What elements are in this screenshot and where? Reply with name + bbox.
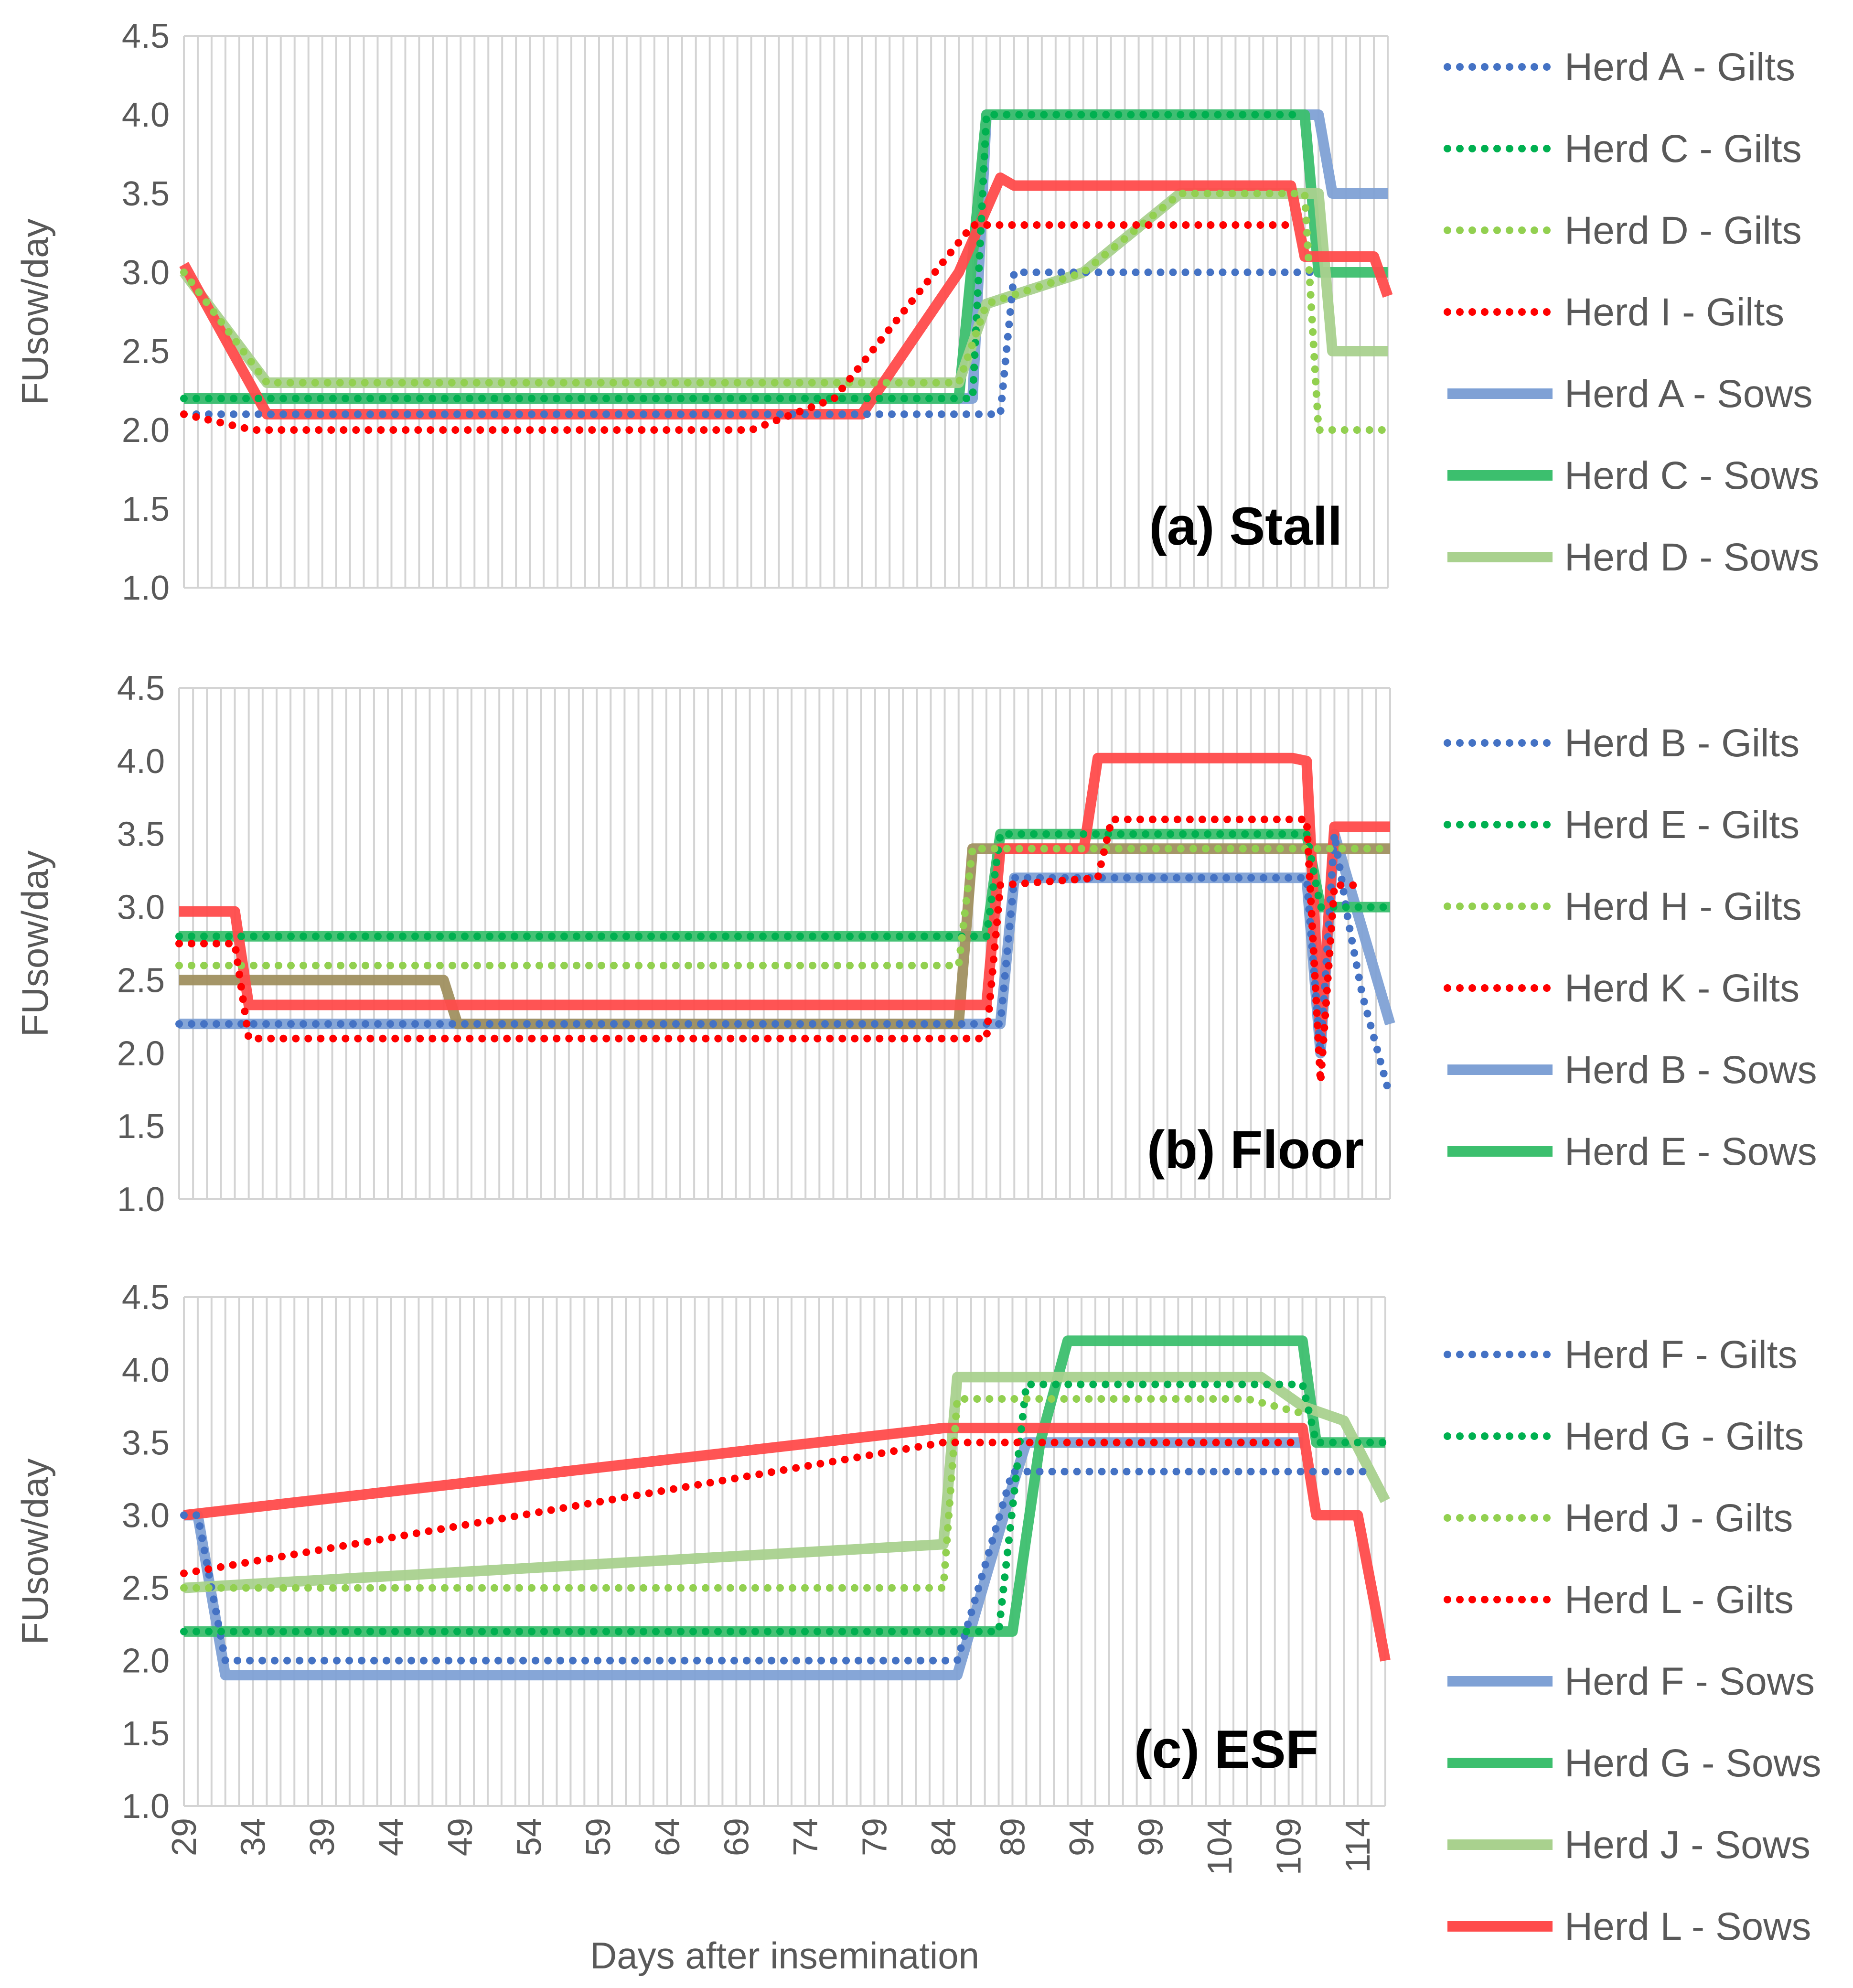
legend-label: Herd K - Gilts — [1564, 967, 1799, 1010]
legend-label: Herd B - Gilts — [1564, 721, 1799, 765]
legend: Herd B - Gilts Herd E - Gilts Herd H - Gil… — [1444, 721, 1817, 1173]
y-tick-label: 3.5 — [117, 816, 165, 854]
y-tick-label: 1.5 — [122, 1715, 170, 1753]
y-tick-label: 4.5 — [122, 1279, 170, 1317]
panel-label: (b) Floor — [1147, 1120, 1364, 1180]
y-tick-label: 3.0 — [117, 889, 165, 927]
legend-label: Herd F - Gilts — [1564, 1333, 1797, 1376]
x-tick-label: 114 — [1339, 1818, 1377, 1873]
y-tick-label: 4.0 — [117, 742, 165, 781]
y-tick-label: 3.5 — [122, 175, 170, 213]
gridlines — [183, 35, 1389, 589]
legend-label: Herd D - Sows — [1564, 536, 1819, 579]
y-tick-label: 2.5 — [117, 961, 165, 999]
y-axis-title: FUsow/day — [14, 218, 56, 405]
x-tick-label: 89 — [994, 1818, 1032, 1856]
x-tick-label: 109 — [1270, 1818, 1308, 1875]
series-line-herd-g-sows — [184, 1335, 1385, 1637]
y-tick-label: 4.5 — [122, 17, 170, 55]
panel-b-floor: 1.0 1.5 2.0 2.5 3.0 3.5 4.0 4.5 FUsow/day (b) Flo… — [14, 669, 1817, 1219]
x-axis-title: Days after insemination — [590, 1934, 979, 1977]
series-line-herd-f-gilts — [180, 1468, 1376, 1665]
legend: Herd A - Gilts Herd C - Gilts Herd D - Gil… — [1444, 45, 1819, 579]
series-line-herd-a-gilts — [180, 269, 1323, 418]
y-tick-label: 2.0 — [122, 1642, 170, 1680]
panel-label: (a) Stall — [1149, 496, 1342, 556]
y-tick-label: 1.0 — [117, 1181, 165, 1219]
y-tick-label: 2.0 — [117, 1034, 165, 1073]
y-tick-label: 4.0 — [122, 1351, 170, 1389]
x-tick-label: 94 — [1063, 1818, 1101, 1856]
x-tick-label: 34 — [235, 1818, 273, 1856]
gridlines — [178, 687, 1391, 1200]
series-line-herd-i-gilts — [180, 221, 1295, 434]
legend-label: Herd G - Sows — [1564, 1741, 1821, 1785]
x-tick-label: 39 — [303, 1818, 342, 1856]
y-tick-label: 3.0 — [122, 254, 170, 292]
y-tick-label: 2.5 — [122, 333, 170, 371]
series-line-herd-k-gilts — [175, 816, 1366, 1086]
chart-panels: 1.0 1.5 2.0 2.5 3.0 3.5 4.0 4.5 FUsow/day (a) Sta… — [14, 17, 1821, 1948]
legend-label: Herd G - Gilts — [1564, 1415, 1804, 1458]
series-line-herd-c-gilts — [180, 111, 1309, 402]
panel-label: (c) ESF — [1134, 1719, 1318, 1779]
series-line-herd-h-gilts — [175, 845, 1394, 969]
series-line-herd-b-gilts — [175, 830, 1394, 1101]
y-tick-label: 3.5 — [122, 1424, 170, 1462]
legend-label: Herd C - Gilts — [1564, 127, 1802, 171]
x-tick-label: 84 — [925, 1818, 963, 1856]
panel-c-esf: 1.0 1.5 2.0 2.5 3.0 3.5 4.0 4.5 FUsow/day 29 34 39 4… — [14, 1279, 1821, 1948]
series-line-herd-j-sows — [183, 1372, 1390, 1593]
panel-a-stall: 1.0 1.5 2.0 2.5 3.0 3.5 4.0 4.5 FUsow/day (a) Sta… — [14, 17, 1819, 607]
series-line-herd-g-gilts — [180, 1380, 1389, 1635]
y-tick-label: 1.5 — [117, 1107, 165, 1146]
x-tick-label: 79 — [856, 1818, 894, 1856]
legend-label: Herd E - Sows — [1564, 1130, 1817, 1173]
legend-label: Herd A - Sows — [1564, 372, 1813, 416]
y-tick-label: 3.0 — [122, 1496, 170, 1535]
x-tick-label: 74 — [787, 1818, 825, 1856]
y-tick-label: 1.5 — [122, 490, 170, 528]
x-tick-label: 44 — [373, 1818, 411, 1856]
series-line-herd-j-gilts — [180, 1395, 1307, 1592]
y-tick-label: 4.5 — [117, 669, 165, 708]
series-line-herd-d-gilts — [180, 190, 1392, 434]
legend-label: Herd B - Sows — [1564, 1048, 1817, 1092]
legend-label: Herd J - Sows — [1564, 1823, 1810, 1867]
y-tick-label: 4.0 — [122, 96, 170, 134]
y-tick-label: 2.5 — [122, 1569, 170, 1608]
legend-label: Herd L - Sows — [1564, 1905, 1811, 1948]
x-tick-label: 59 — [579, 1818, 618, 1856]
x-tick-label: 69 — [718, 1818, 756, 1856]
x-tick-label: 64 — [649, 1818, 687, 1856]
legend-label: Herd H - Gilts — [1564, 885, 1802, 928]
legend-label: Herd F - Sows — [1564, 1660, 1815, 1703]
legend-label: Herd C - Sows — [1564, 454, 1819, 497]
x-tick-label: 104 — [1201, 1818, 1239, 1875]
x-tick-label: 99 — [1132, 1818, 1170, 1856]
y-tick-label: 1.0 — [122, 569, 170, 607]
y-axis-title: FUsow/day — [14, 1458, 56, 1644]
series-line-herd-i-sows — [179, 172, 1393, 419]
series-line-herd-l-gilts — [180, 1439, 1307, 1578]
y-tick-label: 2.0 — [122, 411, 170, 450]
x-tick-label: 54 — [511, 1818, 549, 1856]
y-axis-title: FUsow/day — [14, 850, 56, 1037]
legend: Herd F - Gilts Herd G - Gilts Herd J - Gil… — [1444, 1333, 1821, 1948]
legend-label: Herd I - Gilts — [1564, 290, 1784, 334]
legend-label: Herd J - Gilts — [1564, 1496, 1793, 1540]
x-tick-label: 29 — [165, 1818, 204, 1856]
legend-label: Herd L - Gilts — [1564, 1578, 1794, 1622]
y-tick-label: 1.0 — [122, 1787, 170, 1826]
legend-label: Herd D - Gilts — [1564, 209, 1802, 252]
legend-label: Herd E - Gilts — [1564, 803, 1799, 847]
legend-label: Herd A - Gilts — [1564, 45, 1795, 89]
x-tick-label: 49 — [441, 1818, 480, 1856]
